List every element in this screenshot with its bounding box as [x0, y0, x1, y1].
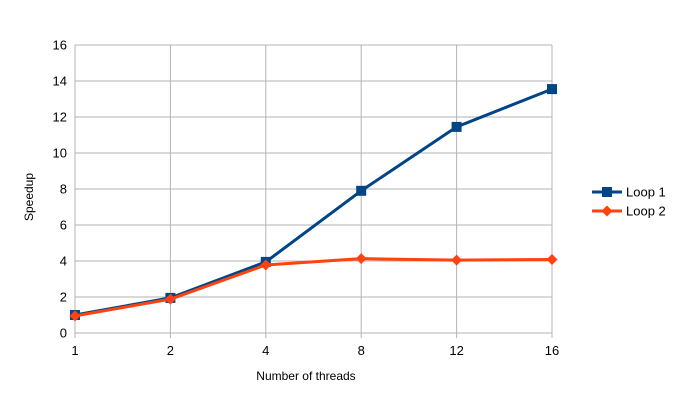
y-tick-labels: 0 2 4 6 8 10 12 14 16: [53, 38, 67, 341]
legend-marker: [601, 205, 613, 217]
legend-label: Loop 2: [626, 204, 666, 219]
x-tick-label: 2: [167, 343, 174, 358]
y-tick-label: 10: [53, 146, 67, 161]
data-point: [547, 84, 557, 95]
legend-label: Loop 1: [626, 185, 666, 200]
y-tick-label: 8: [60, 182, 67, 197]
y-tick-label: 16: [53, 38, 67, 53]
series-group: [69, 84, 558, 322]
legend-item: Loop 1: [592, 185, 666, 200]
data-point: [164, 293, 176, 305]
data-point: [356, 185, 367, 196]
legend-item: Loop 2: [592, 204, 666, 219]
legend-marker: [602, 187, 612, 197]
axes: [74, 45, 552, 334]
y-tick-label: 14: [53, 74, 67, 89]
data-point: [69, 310, 81, 322]
series-line: [74, 87, 553, 317]
x-tick-label: 8: [358, 343, 365, 358]
legend: Loop 1 Loop 2: [592, 185, 666, 219]
x-axis-title: Number of threads: [256, 369, 355, 383]
y-tick-label: 4: [60, 254, 67, 269]
y-tick-label: 12: [53, 110, 67, 125]
y-axis-title: Speedup: [22, 173, 36, 221]
x-tick-label: 16: [545, 343, 559, 358]
series-1: [70, 84, 557, 320]
series-line: [74, 257, 553, 318]
series-2: [69, 253, 558, 322]
y-tick-label: 0: [60, 326, 67, 341]
data-point: [355, 253, 367, 265]
data-point: [546, 254, 558, 266]
y-tick-label: 2: [60, 290, 67, 305]
x-tick-label: 4: [262, 343, 269, 358]
x-tick-label: 1: [71, 343, 78, 358]
y-tick-label: 6: [60, 218, 67, 233]
data-point: [451, 121, 462, 132]
x-tick-labels: 1 2 4 8 12 16: [71, 343, 559, 358]
x-tick-label: 12: [449, 343, 463, 358]
data-point: [260, 259, 272, 271]
gridlines: [74, 44, 553, 338]
data-point: [451, 254, 463, 266]
